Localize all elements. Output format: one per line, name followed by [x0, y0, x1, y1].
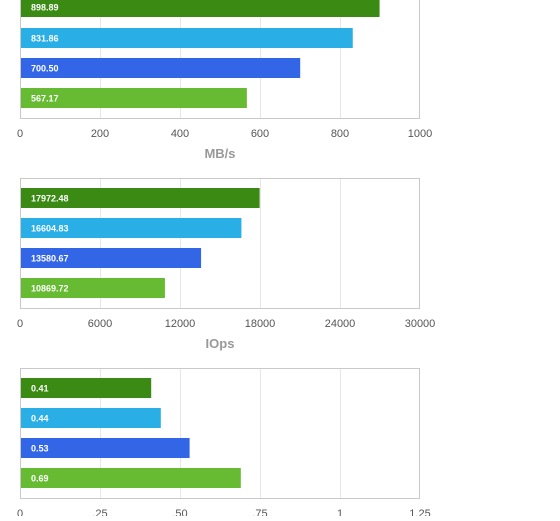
x-tick-label: 0 [17, 318, 23, 330]
bar [21, 188, 260, 208]
bar-value-label: 0.69 [31, 474, 49, 484]
x-tick-label: 30000 [405, 318, 436, 330]
chart-panel-2: 17972.48 16604.83 13580.67 10869.72 0 6000 120… [17, 178, 436, 351]
bar-value-label: 13580.67 [31, 254, 69, 264]
x-tick-label: 400 [171, 128, 189, 140]
bar [21, 408, 161, 428]
x-tick-label: 18000 [245, 318, 276, 330]
bar [21, 248, 202, 268]
bar [21, 58, 301, 78]
x-tick-label: 1 [337, 508, 343, 516]
x-tick-label: 0 [17, 128, 23, 140]
bar [21, 278, 165, 298]
bar [21, 438, 190, 458]
bar-value-label: 0.41 [31, 384, 49, 394]
x-tick-label: 600 [251, 128, 269, 140]
x-tick-label: 24000 [325, 318, 356, 330]
bar-value-label: 898.89 [31, 3, 59, 13]
x-tick-label: 6000 [88, 318, 112, 330]
bar-value-label: 16604.83 [31, 224, 69, 234]
bar [21, 218, 242, 238]
bar-value-label: 567.17 [31, 94, 59, 104]
bar-value-label: 17972.48 [31, 194, 69, 204]
x-tick-label: .25 [92, 508, 107, 516]
bar [21, 28, 353, 48]
bar-value-label: 10869.72 [31, 284, 69, 294]
x-tick-label: 1.25 [409, 508, 430, 516]
bar [21, 0, 380, 17]
x-tick-label: 12000 [165, 318, 196, 330]
x-tick-label: 0 [17, 508, 23, 516]
bar [21, 88, 247, 108]
chart-panel-3: 0.41 0.44 0.53 0.69 0 .25 .50 .75 1 1.25 [17, 368, 431, 520]
x-tick-label: .50 [172, 508, 187, 516]
x-tick-label: 1000 [408, 128, 432, 140]
bar [21, 468, 241, 488]
x-axis-title: MB/s [204, 146, 235, 161]
x-tick-label: 800 [331, 128, 349, 140]
x-tick-label: .75 [252, 508, 267, 516]
bar-value-label: 831.86 [31, 34, 59, 44]
bar-value-label: 0.44 [31, 414, 49, 424]
bar [21, 378, 152, 398]
x-tick-label: 200 [91, 128, 109, 140]
chart-panel-1: 898.89 831.86 700.50 567.17 0 200 400 600 800 100… [17, 0, 432, 161]
x-axis-title: IOps [206, 336, 235, 351]
bar-value-label: 0.53 [31, 444, 49, 454]
bar-value-label: 700.50 [31, 64, 59, 74]
